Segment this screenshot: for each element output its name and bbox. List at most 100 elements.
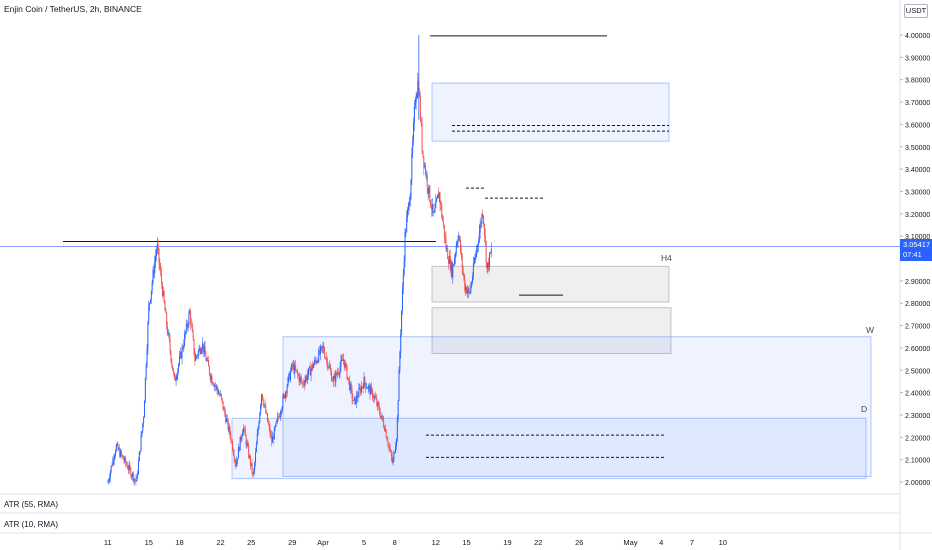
candle-body: [209, 374, 211, 380]
supply-demand-zone[interactable]: [282, 336, 872, 477]
y-tick-label: 3.50000: [905, 145, 930, 152]
candle-body: [243, 428, 245, 432]
candle-body: [404, 232, 406, 262]
candle-body: [431, 204, 433, 210]
candle-body: [262, 400, 264, 405]
candle-body: [378, 402, 380, 407]
candle-body: [152, 269, 154, 283]
candle-body: [483, 216, 485, 225]
candle-body: [326, 358, 328, 368]
supply-demand-zone[interactable]: [431, 82, 670, 142]
candle-body: [343, 359, 344, 361]
supply-demand-zone[interactable]: [231, 417, 867, 480]
candle-body: [433, 212, 435, 213]
candle-body: [308, 366, 310, 369]
candle-body: [120, 450, 122, 457]
candle-body: [342, 359, 344, 361]
candle-body: [183, 345, 185, 349]
candle-body: [406, 217, 408, 233]
candle-body: [173, 370, 175, 373]
candle-body: [296, 369, 298, 371]
candle-body: [389, 449, 391, 451]
x-tick-label: 12: [432, 538, 440, 547]
candle-body: [489, 253, 491, 268]
candle-body: [397, 400, 399, 418]
candle-body: [407, 202, 409, 210]
candle-body: [168, 332, 170, 340]
candle-body: [348, 377, 350, 380]
candle-body: [460, 251, 462, 255]
x-tick-label: 5: [362, 538, 366, 547]
candle-body: [379, 412, 381, 418]
candle-body: [116, 443, 118, 446]
candle-body: [407, 209, 409, 218]
candle-body: [467, 288, 469, 292]
candle-body: [445, 238, 447, 250]
candle-body: [237, 447, 239, 459]
candle-body: [464, 279, 466, 291]
y-tick-label: 2.80000: [905, 301, 930, 308]
candle-body: [165, 310, 167, 313]
candle-body: [476, 246, 478, 254]
y-tick-label: 2.50000: [905, 368, 930, 375]
atr-10-label[interactable]: ATR (10, RMA): [4, 520, 59, 529]
candle-body: [381, 415, 383, 417]
candle-body: [453, 264, 455, 266]
candle-body: [249, 455, 251, 466]
candle-body: [448, 256, 450, 264]
y-tick-label: 2.70000: [905, 324, 930, 331]
candle-body: [448, 259, 450, 264]
candle-body: [384, 426, 385, 431]
candle-body: [108, 478, 110, 481]
candle-body: [309, 366, 311, 376]
candle-body: [275, 421, 277, 427]
candle-body: [171, 360, 173, 366]
candle-body: [138, 451, 140, 462]
candle-body: [231, 440, 233, 442]
zone-label-h4: H4: [661, 253, 672, 263]
candle-body: [177, 369, 179, 377]
candle-body: [227, 419, 229, 430]
candle-body: [307, 368, 309, 376]
candle-body: [480, 223, 482, 225]
candle-body: [442, 220, 444, 226]
candle-body: [443, 225, 445, 238]
candle-body: [447, 248, 449, 260]
candle-body: [321, 346, 323, 348]
candle-body: [486, 263, 488, 269]
y-tick-label: 2.10000: [905, 458, 930, 465]
currency-button[interactable]: USDT: [904, 4, 928, 18]
candle-body: [186, 323, 188, 327]
candle-body: [470, 286, 472, 294]
candle-body: [439, 192, 441, 204]
candle-body: [226, 418, 228, 420]
candle-body: [189, 310, 191, 314]
candle-body: [132, 473, 134, 477]
candle-body: [272, 436, 274, 440]
candle-body: [372, 398, 374, 399]
candle-body: [216, 385, 218, 390]
candle-body: [465, 287, 467, 291]
candle-body: [314, 359, 316, 361]
candle-body: [436, 198, 438, 202]
x-tick-label: May: [623, 538, 637, 547]
candle-body: [313, 359, 315, 365]
candle-body: [420, 119, 422, 124]
candle-body: [377, 402, 379, 406]
candle-body: [303, 384, 305, 385]
candle-body: [122, 455, 124, 460]
supply-demand-zone[interactable]: [431, 307, 672, 354]
candle-body: [244, 428, 246, 436]
candle-body: [121, 454, 123, 456]
atr-55-label[interactable]: ATR (55, RMA): [4, 500, 59, 509]
candle-body: [454, 253, 456, 258]
candle-body: [229, 426, 231, 435]
candle-body: [457, 239, 459, 244]
candle-body: [317, 360, 319, 363]
candle-body: [341, 359, 343, 361]
candle-body: [169, 339, 171, 351]
candle-body: [358, 388, 360, 397]
candle-body: [419, 93, 421, 97]
candle-body: [108, 480, 110, 483]
